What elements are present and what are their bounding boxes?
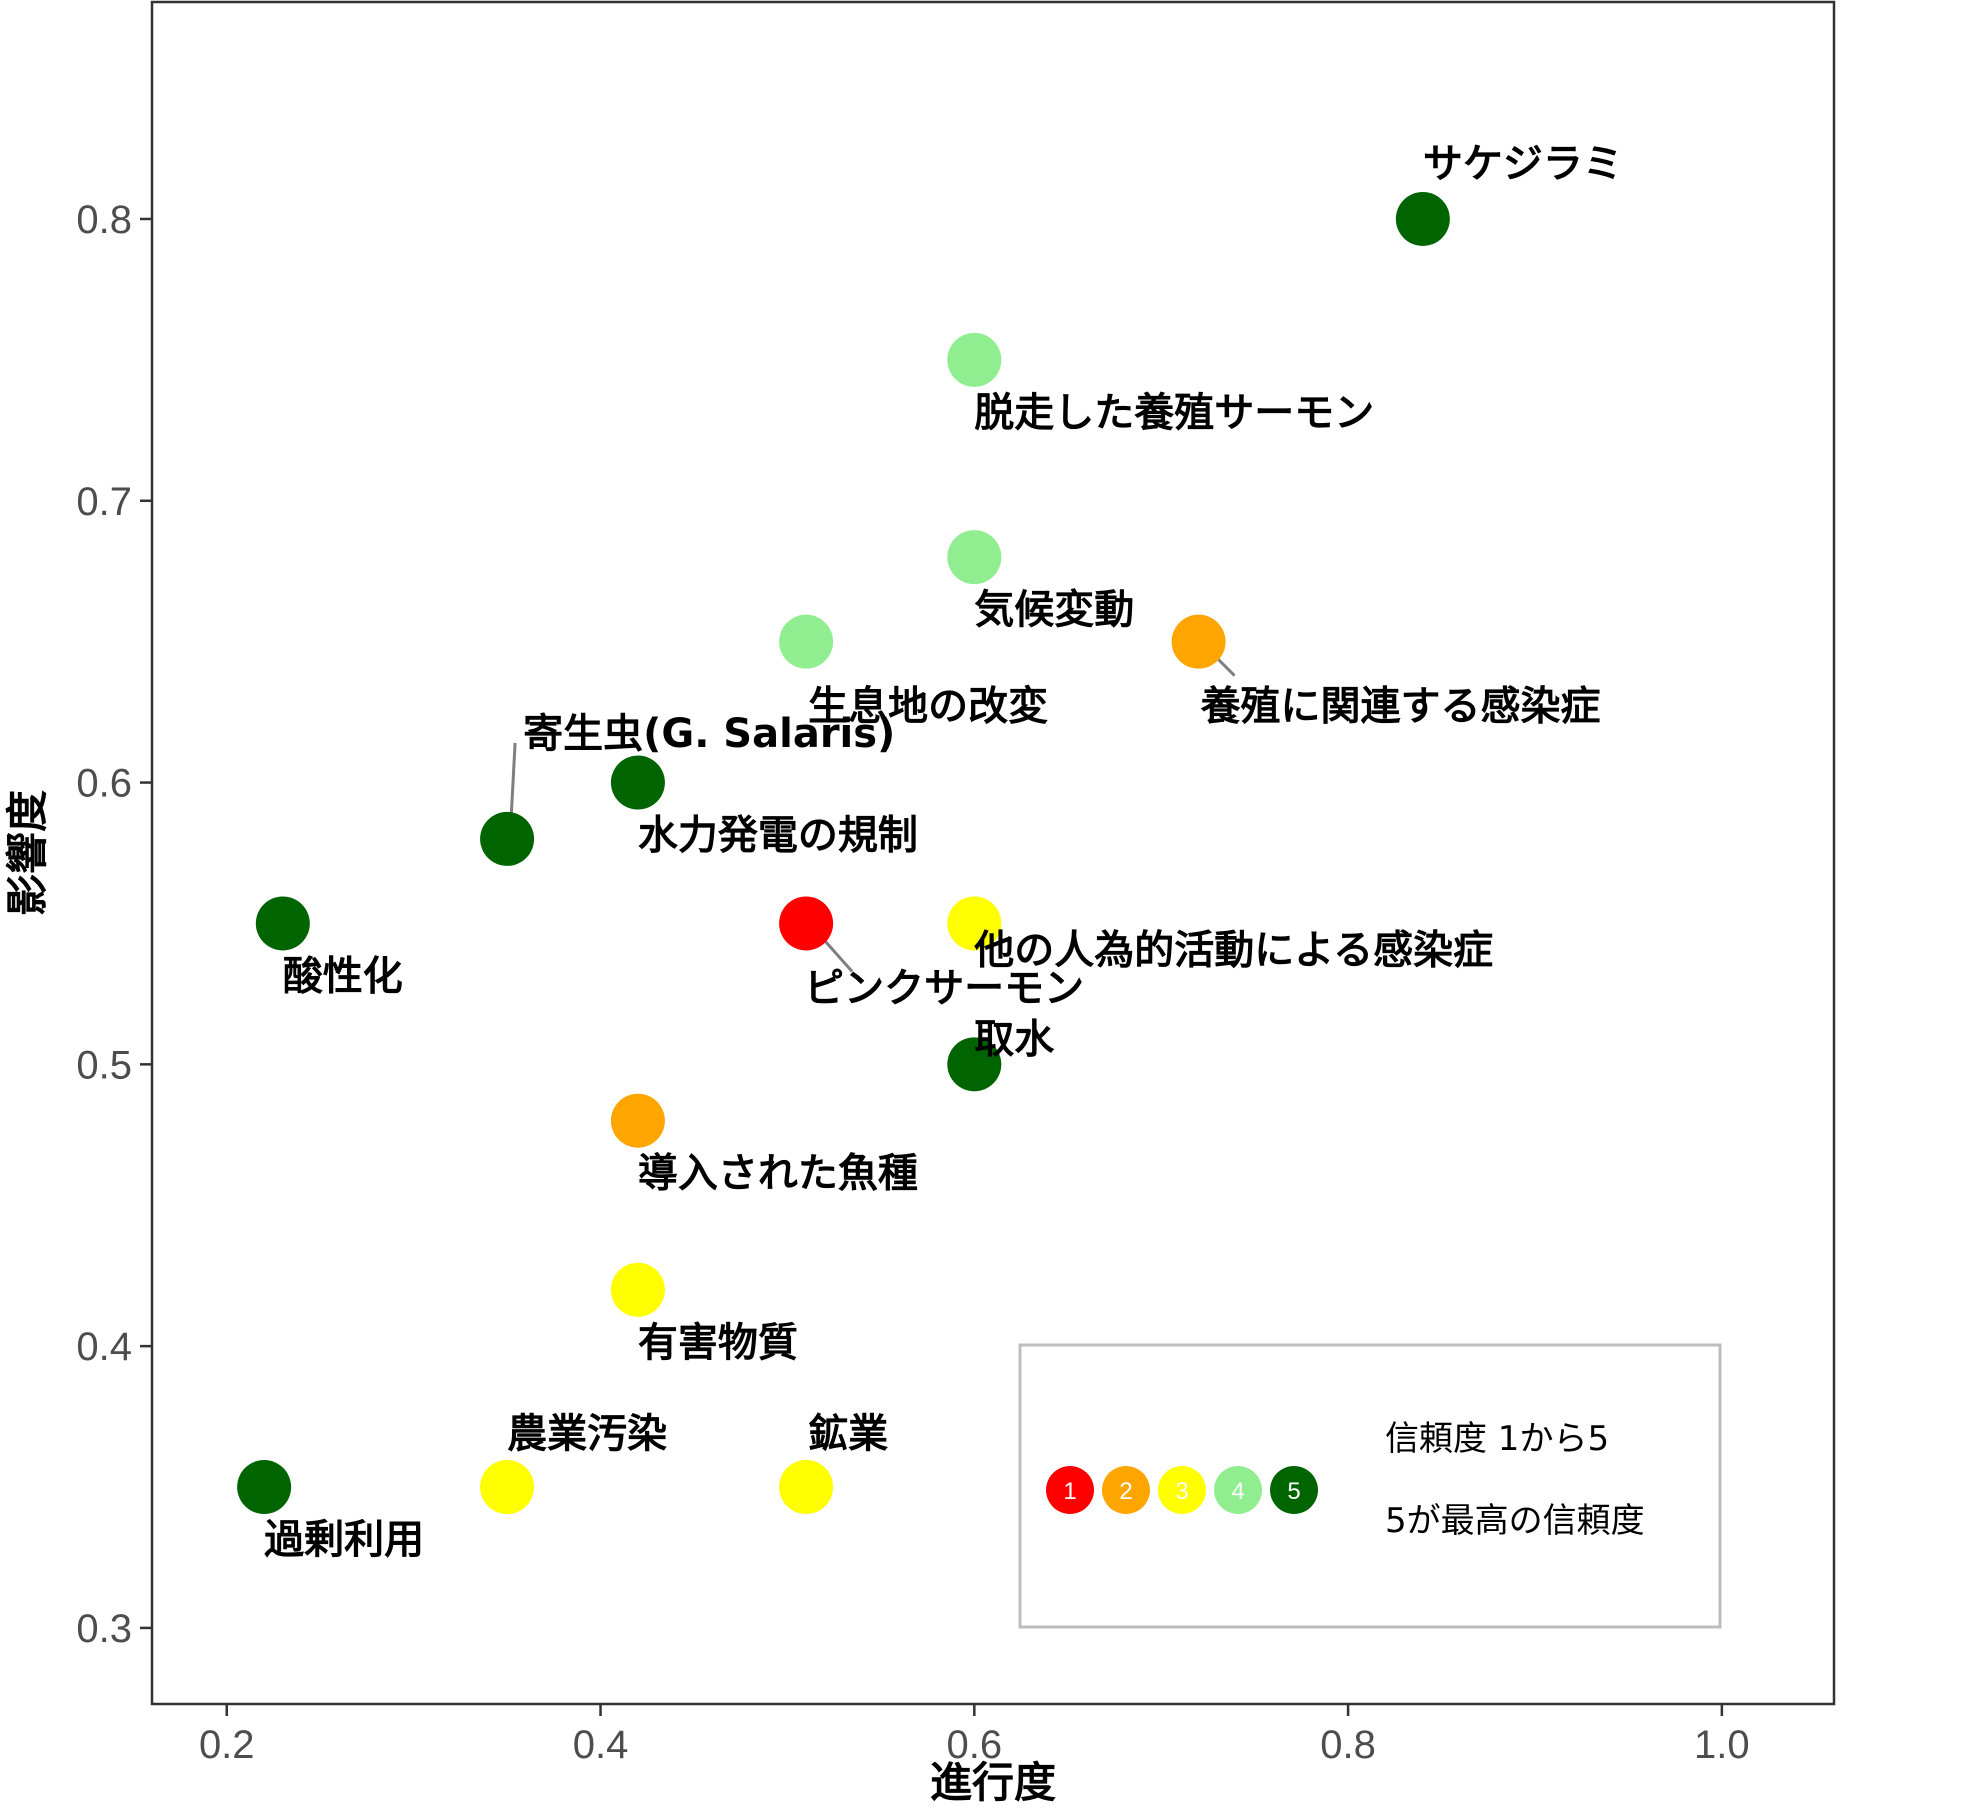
data-point: [610, 1093, 665, 1148]
data-label: 鉱業: [808, 1411, 888, 1457]
legend-swatch-label: 3: [1175, 1478, 1188, 1505]
data-point: [255, 896, 310, 951]
data-point: [237, 1460, 292, 1515]
data-point: [779, 614, 834, 669]
y-tick-label: 0.7: [76, 480, 132, 524]
data-point: [1395, 191, 1450, 246]
x-tick-label: 0.6: [947, 1723, 1003, 1767]
data-label: 生息地の改変: [808, 684, 1048, 730]
data-label: 養殖に関連する感染症: [1200, 684, 1601, 730]
data-point: [1171, 614, 1226, 669]
legend-title: 信頼度 1から5: [1385, 1419, 1609, 1459]
x-tick-label: 0.8: [1320, 1723, 1376, 1767]
label-leader-line: [509, 742, 517, 819]
legend-swatch: [1214, 1466, 1262, 1514]
legend-subtitle: 5が最高の信頼度: [1385, 1501, 1645, 1541]
x-tick-label: 1.0: [1694, 1723, 1750, 1767]
data-point: [610, 755, 665, 810]
y-tick-label: 0.3: [76, 1607, 132, 1651]
data-label: 有害物質: [638, 1320, 798, 1366]
data-label: 取水: [974, 1016, 1055, 1062]
data-label: 過剰利用: [264, 1517, 424, 1563]
y-axis-title: 影響度: [3, 790, 52, 916]
legend-swatch: [1102, 1466, 1150, 1514]
data-label: 導入された魚種: [638, 1151, 918, 1197]
x-tick-label: 0.4: [573, 1723, 629, 1767]
data-point: [947, 896, 1002, 951]
y-tick-label: 0.6: [76, 762, 132, 806]
data-points: [237, 191, 1450, 1515]
data-label: 他の人為的活動による感染症: [973, 927, 1493, 973]
data-label: 気候変動: [974, 587, 1134, 633]
data-point: [947, 1037, 1002, 1092]
legend-swatch-label: 2: [1119, 1478, 1132, 1505]
data-point: [610, 1262, 665, 1317]
data-point: [947, 332, 1002, 387]
data-point: [947, 530, 1002, 585]
data-point: [480, 811, 535, 866]
legend-swatch-label: 5: [1287, 1478, 1300, 1505]
x-axis-title: 進行度: [930, 1758, 1056, 1807]
data-point: [480, 1460, 535, 1515]
data-point: [779, 896, 834, 951]
data-label: 寄生虫(G. Salaris): [523, 711, 895, 757]
legend-swatch-label: 1: [1063, 1478, 1076, 1505]
data-label: 酸性化: [283, 953, 403, 999]
y-tick-label: 0.5: [76, 1043, 132, 1087]
legend-swatch: [1158, 1466, 1206, 1514]
x-tick-label: 0.2: [199, 1723, 255, 1767]
legend-swatch: [1270, 1466, 1318, 1514]
y-tick-label: 0.8: [76, 198, 132, 242]
data-label: 農業汚染: [507, 1411, 667, 1457]
data-point: [779, 1460, 834, 1515]
y-tick-label: 0.4: [76, 1325, 132, 1369]
legend-swatch-label: 4: [1231, 1478, 1244, 1505]
data-label: 水力発電の規制: [638, 813, 918, 859]
legend-swatch: [1046, 1466, 1094, 1514]
data-label: 脱走した養殖サーモン: [974, 390, 1374, 436]
data-label: サケジラミ: [1423, 141, 1623, 187]
legend: 信頼度 1から5 5が最高の信頼度 1 2 3 4 5: [1018, 1343, 1722, 1629]
axis-ticks: 0.2 0.4 0.6 0.8 1.0 0.3 0.4 0.5 0.6 0.7 0.8: [76, 198, 1749, 1767]
data-label: ピンクサーモン: [804, 965, 1084, 1011]
